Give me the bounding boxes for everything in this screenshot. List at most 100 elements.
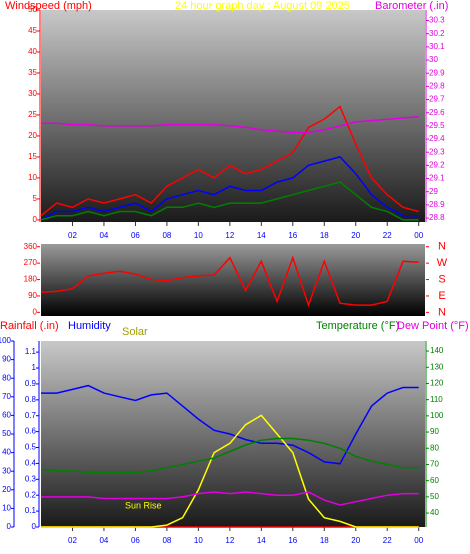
y-tick-label: 0 <box>33 215 38 224</box>
y2-tick-label: 29.2 <box>429 160 445 169</box>
y2-tick-label: 28.8 <box>429 213 445 222</box>
y3-tick-label: 1 <box>32 363 37 372</box>
x-tick-label: 10 <box>194 536 203 545</box>
y-tick-label: 360 <box>24 242 38 251</box>
x-tick-label: 00 <box>414 536 423 545</box>
x-tick-label: 02 <box>68 231 77 240</box>
y2-tick-label: 90 <box>430 427 439 436</box>
y2-tick-label: 29.9 <box>429 68 445 77</box>
y2-tick-label: 140 <box>430 346 444 355</box>
y2-tick-label: 29.5 <box>429 121 445 130</box>
y-tick-label: 180 <box>24 275 38 284</box>
y2-tick-label: 50 <box>430 492 439 501</box>
y-tick-label: 35 <box>28 68 37 77</box>
y2-tick-label: 29.8 <box>429 81 445 90</box>
y-tick-label: 30 <box>28 89 37 98</box>
y2-tick-label: 29.1 <box>429 174 445 183</box>
annotation: Sun Rise <box>125 500 162 510</box>
y-tick-label: 25 <box>28 110 37 119</box>
series-line <box>40 105 419 217</box>
y3-tick-label: 0 <box>32 522 37 531</box>
legend-label: Temperature (°F) <box>316 320 399 332</box>
y-tick-label: 50 <box>2 429 11 438</box>
y3-tick-label: 0.8 <box>25 395 37 404</box>
y2-tick-label: 30.1 <box>429 42 445 51</box>
y-axis-title: Windspeed (mph) <box>5 0 92 12</box>
x-tick-label: 02 <box>68 536 77 545</box>
plot-background <box>41 341 425 527</box>
series-line <box>40 255 419 308</box>
y2-tick-label: 130 <box>430 362 444 371</box>
y-tick-label: 20 <box>2 485 11 494</box>
y2-tick-label: 70 <box>430 460 439 469</box>
y2-tick-label: 30.2 <box>429 29 445 38</box>
y-tick-label: 40 <box>2 448 11 457</box>
y3-tick-label: 0.5 <box>25 443 37 452</box>
y3-tick-label: 0.7 <box>25 411 37 420</box>
y3-tick-label: 1.1 <box>25 347 37 356</box>
y-tick-label: 90 <box>2 355 11 364</box>
y-tick-label: 5 <box>33 194 38 203</box>
y-tick-label: 40 <box>28 47 37 56</box>
y2-tick-label: 30 <box>429 55 438 64</box>
y3-tick-label: 0.6 <box>25 427 37 436</box>
x-tick-label: 20 <box>351 231 360 240</box>
y-tick-label: 20 <box>28 131 37 140</box>
y-tick-label: 15 <box>28 152 37 161</box>
y2-tick-label: 110 <box>430 395 443 404</box>
legend-label: Dew Point (°F) <box>397 320 469 332</box>
y2-tick-label: 40 <box>430 508 439 517</box>
x-tick-label: 04 <box>99 231 108 240</box>
y2-tick-label: 29.7 <box>429 95 445 104</box>
y-tick-label: 45 <box>28 26 37 35</box>
series-line <box>41 414 419 528</box>
y2-tick-label: 29.4 <box>429 134 445 143</box>
y2-tick-label: 29 <box>429 187 438 196</box>
y3-tick-label: 0.4 <box>25 459 37 468</box>
x-tick-label: 12 <box>225 536 234 545</box>
legend-label: Rainfall (.in) <box>0 320 59 332</box>
series-line <box>40 437 419 474</box>
x-tick-label: 08 <box>162 536 171 545</box>
y2-tick-label: 100 <box>430 411 444 420</box>
x-tick-label: 22 <box>383 536 392 545</box>
y-tick-label: 70 <box>2 392 11 401</box>
x-tick-label: 06 <box>131 231 140 240</box>
y2-tick-label: 30.3 <box>429 16 445 25</box>
y-tick-label: 10 <box>28 173 37 182</box>
series-line <box>40 156 419 221</box>
x-tick-label: 12 <box>225 231 234 240</box>
y2-axis-title: Barometer (.in) <box>375 0 448 12</box>
y2-tick-label: 60 <box>430 476 439 485</box>
x-tick-label: 14 <box>257 536 266 545</box>
x-tick-label: 22 <box>383 231 392 240</box>
y3-tick-label: 0.1 <box>25 506 37 515</box>
series-line <box>41 115 419 134</box>
y2-tick-label: 120 <box>430 379 444 388</box>
y-tick-label: 270 <box>24 258 38 267</box>
x-tick-label: 08 <box>162 231 171 240</box>
y-tick-label: 0 <box>33 307 38 316</box>
x-tick-label: 04 <box>99 536 108 545</box>
y-tick-label: 30 <box>2 466 11 475</box>
plot-background <box>41 244 425 316</box>
series-line <box>41 491 419 506</box>
y2-tick-label: E <box>438 290 445 302</box>
y3-tick-label: 0.9 <box>25 379 37 388</box>
y2-tick-label: 29.3 <box>429 147 445 156</box>
y-tick-label: 60 <box>2 411 11 420</box>
y2-tick-label: S <box>438 273 445 285</box>
x-tick-label: 06 <box>131 536 140 545</box>
series-line <box>40 181 419 221</box>
legend-label: Solar <box>122 326 148 338</box>
y-tick-label: 0 <box>7 522 12 531</box>
y-tick-label: 90 <box>28 291 37 300</box>
x-tick-label: 00 <box>414 231 423 240</box>
x-tick-label: 10 <box>194 231 203 240</box>
x-tick-label: 20 <box>351 536 360 545</box>
x-tick-label: 14 <box>257 231 266 240</box>
y2-tick-label: N <box>438 306 446 318</box>
x-tick-label: 16 <box>288 536 297 545</box>
x-tick-label: 16 <box>288 231 297 240</box>
y2-tick-label: 29.6 <box>429 108 445 117</box>
